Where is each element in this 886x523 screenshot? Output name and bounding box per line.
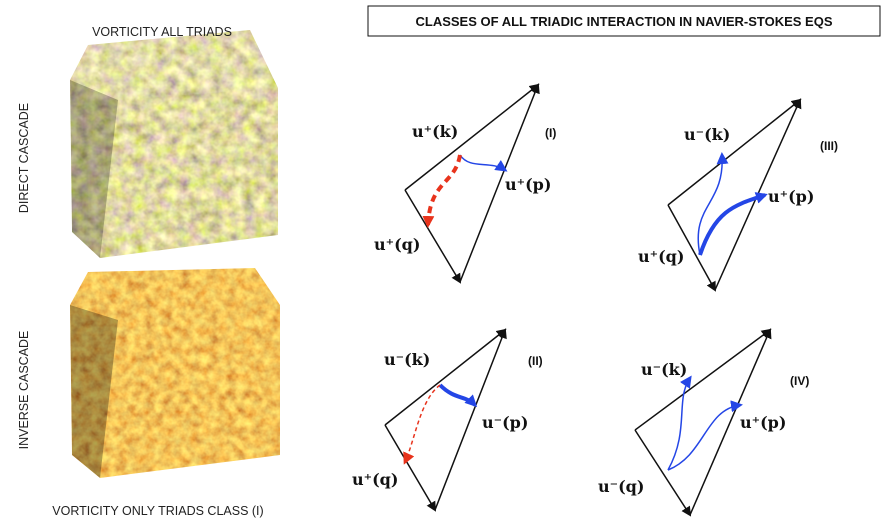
class-label: (III): [820, 139, 838, 153]
class-label: (II): [528, 354, 543, 368]
class-label: (IV): [790, 374, 809, 388]
inverse-label: INVERSE CASCADE: [17, 331, 31, 450]
bottom-title: VORTICITY ONLY TRIADS CLASS (I): [52, 504, 263, 518]
wave-label-k: u⁻(k): [384, 350, 430, 369]
wave-label-k: u⁻(k): [641, 360, 687, 379]
direct-label: DIRECT CASCADE: [17, 103, 31, 213]
wave-label-k: u⁺(k): [412, 122, 458, 141]
wave-label-q: u⁺(q): [352, 470, 398, 489]
triads: u⁺(k) u⁺(p) u⁺(q) (I) u⁻(k) u⁺(p) u⁺(q) (III) u⁻…: [352, 85, 838, 515]
cube-direct: [60, 25, 290, 265]
header-title: CLASSES OF ALL TRIADIC INTERACTION IN NA…: [416, 14, 833, 29]
triangle-edge: [635, 430, 690, 515]
wave-label-p: u⁺(p): [505, 175, 551, 194]
class-label: (I): [545, 126, 556, 140]
cube-inverse: [60, 260, 290, 490]
figure: VORTICITY ALL TRIADS DIRECT CASCADE INVE…: [0, 0, 886, 523]
top-title: VORTICITY ALL TRIADS: [92, 25, 232, 39]
interaction-arrow: [460, 155, 505, 170]
triangle-edge: [385, 425, 435, 510]
interaction-arrow: [428, 155, 460, 225]
wave-label-k: u⁻(k): [684, 125, 730, 144]
wave-label-q: u⁺(q): [374, 235, 420, 254]
wave-label-p: u⁺(p): [740, 413, 786, 432]
interaction-arrow: [405, 385, 440, 462]
wave-label-q: u⁺(q): [638, 247, 684, 266]
interaction-arrow: [698, 155, 722, 255]
interaction-arrow: [440, 385, 475, 405]
wave-label-p: u⁺(p): [768, 187, 814, 206]
wave-label-p: u⁻(p): [482, 413, 528, 432]
wave-label-q: u⁻(q): [598, 477, 644, 496]
